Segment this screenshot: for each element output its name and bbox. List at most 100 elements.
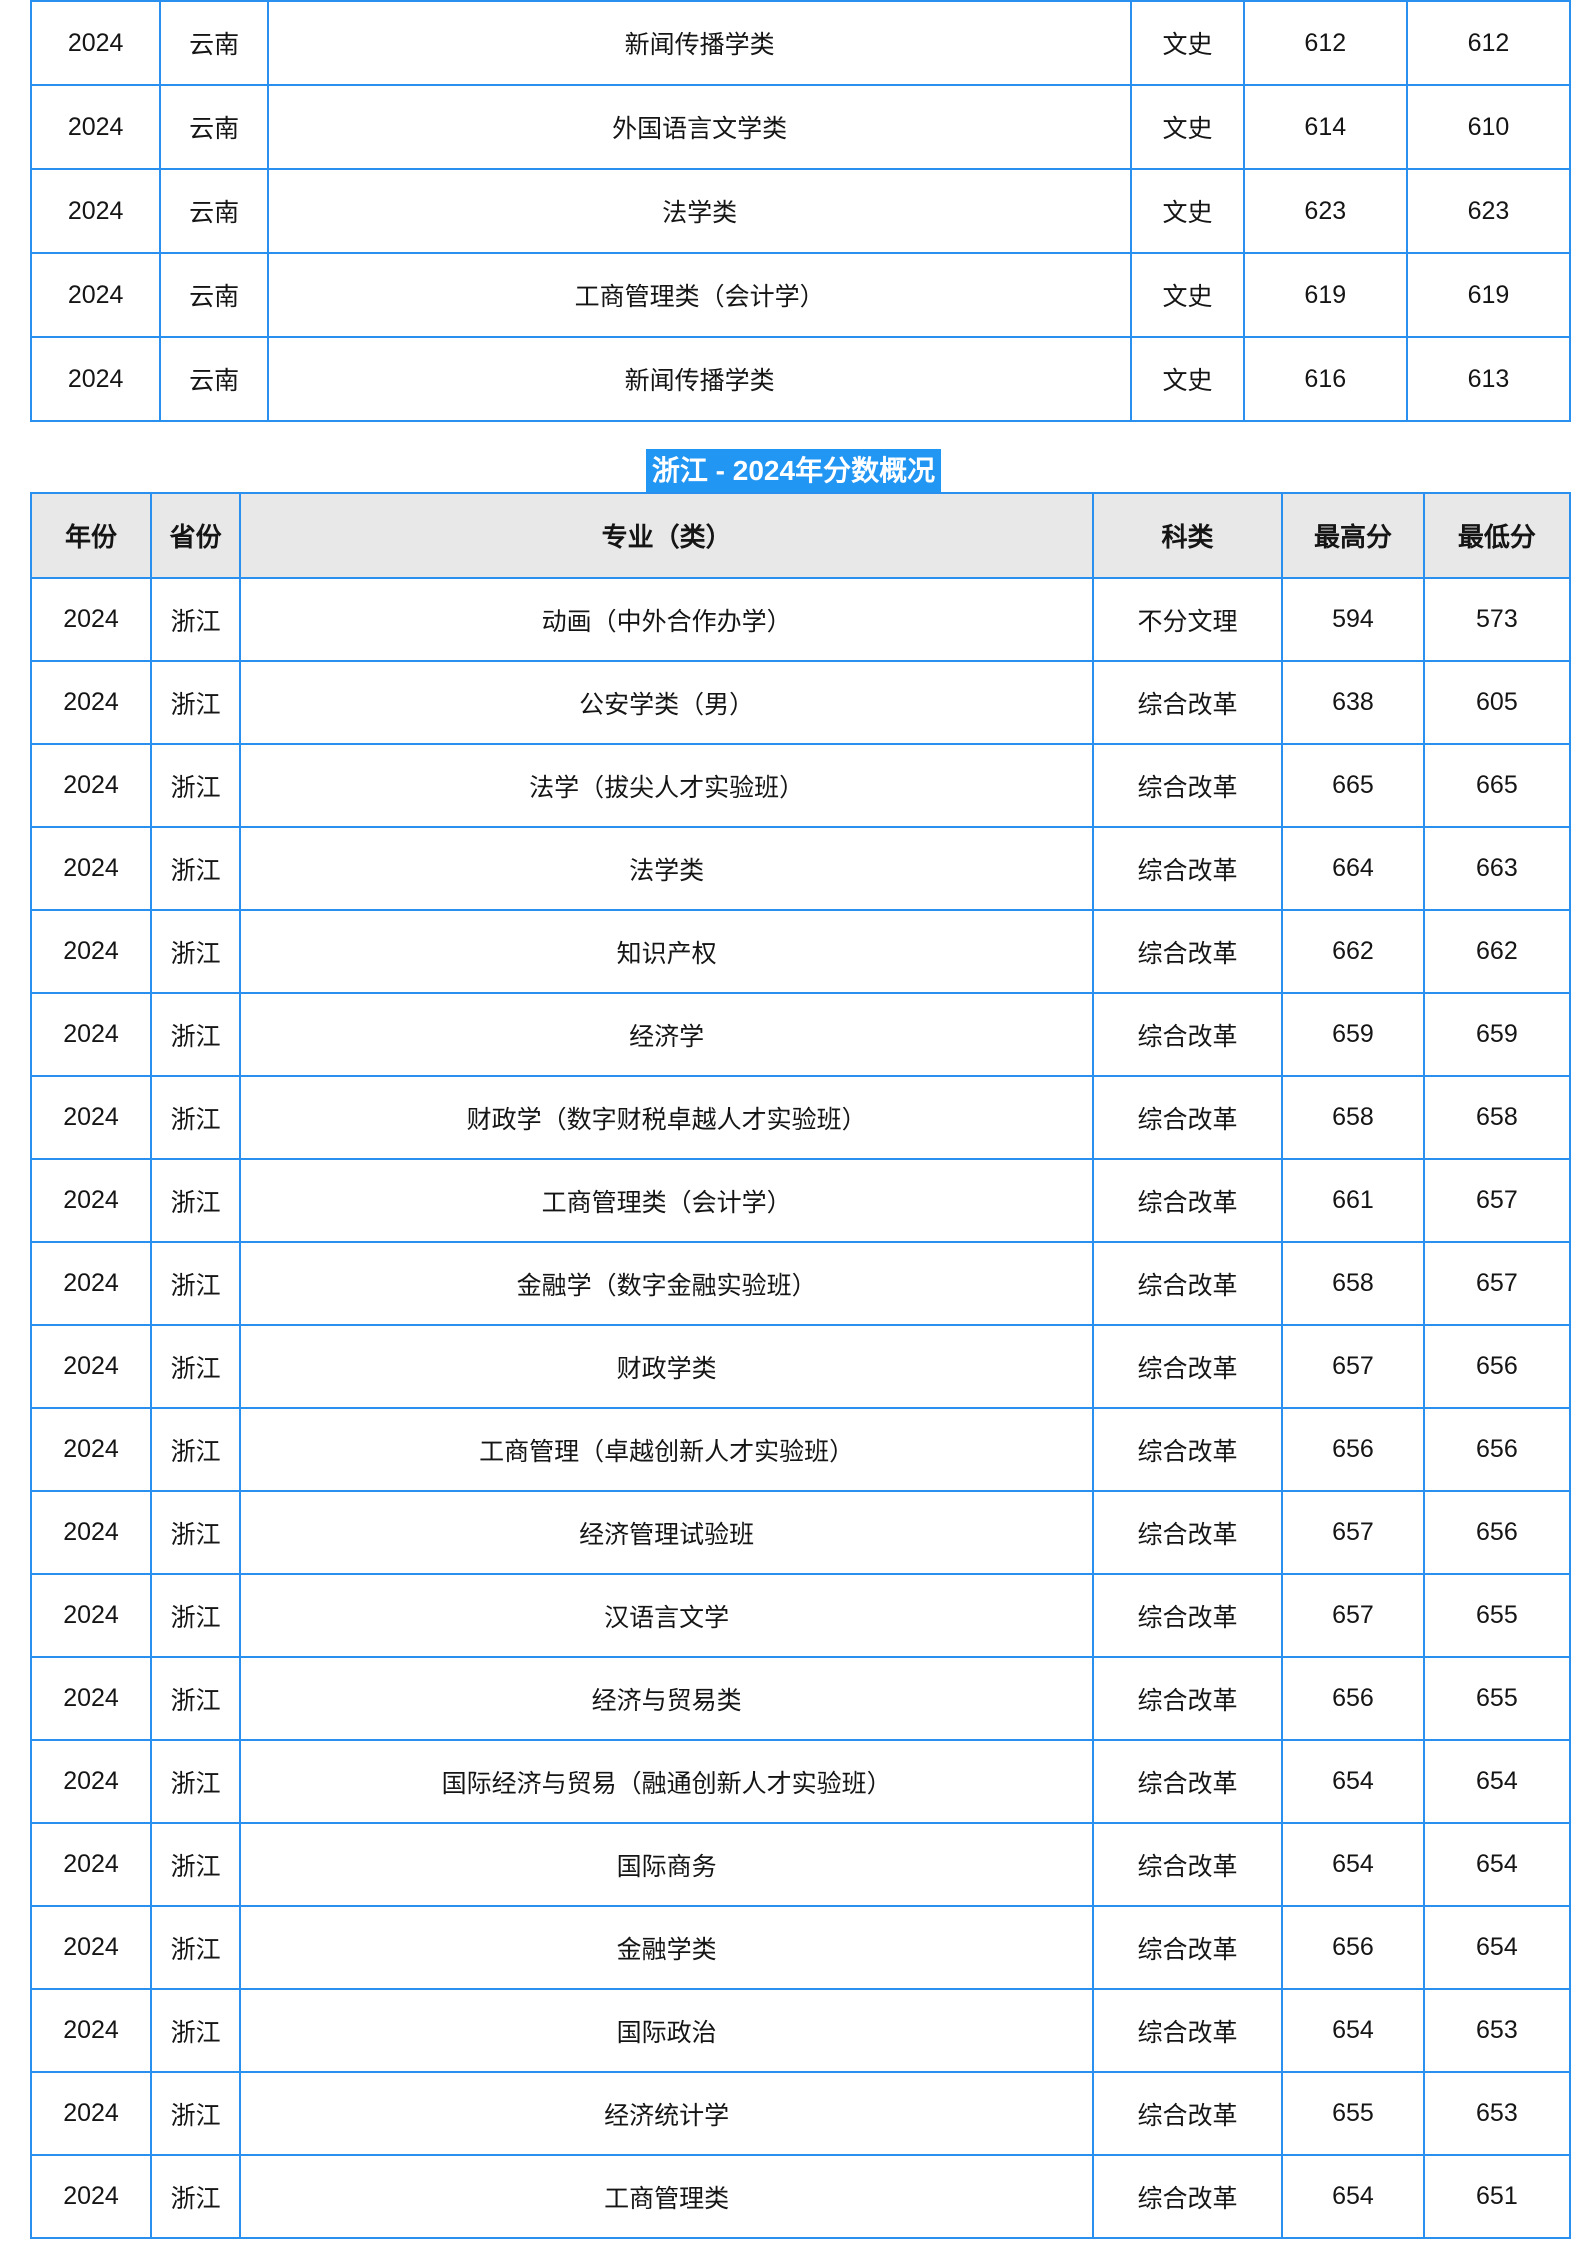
cell-min-score: 651	[1422, 2154, 1572, 2239]
yunnan-table-body: 2024 云南 新闻传播学类 文史 612 612 2024 云南 外国语言文学…	[29, 0, 1572, 422]
cell-year: 2024	[29, 252, 162, 338]
cell-category: 综合改革	[1091, 909, 1284, 994]
table-row: 2024 浙江 汉语言文学 综合改革 657 655	[29, 1573, 1572, 1658]
cell-category: 综合改革	[1091, 2071, 1284, 2156]
cell-province: 浙江	[150, 743, 242, 828]
col-header-category: 科类	[1091, 492, 1284, 579]
cell-min-score: 656	[1422, 1490, 1572, 1575]
cell-min-score: 657	[1422, 1241, 1572, 1326]
zhejiang-score-table: 年份 省份 专业（类） 科类 最高分 最低分 2024 浙江 动画（中外合作办学…	[29, 492, 1572, 2239]
cell-major: 新闻传播学类	[266, 336, 1133, 422]
header-row: 年份 省份 专业（类） 科类 最高分 最低分	[29, 492, 1572, 579]
cell-province: 浙江	[150, 1407, 242, 1492]
cell-category: 综合改革	[1091, 1822, 1284, 1907]
table-row: 2024 浙江 工商管理类（会计学） 综合改革 661 657	[29, 1158, 1572, 1243]
cell-max-score: 614	[1242, 84, 1408, 170]
cell-max-score: 656	[1281, 1407, 1425, 1492]
cell-max-score: 654	[1281, 1988, 1425, 2073]
col-header-year: 年份	[29, 492, 153, 579]
cell-major: 公安学类（男）	[239, 660, 1094, 745]
cell-category: 综合改革	[1091, 1905, 1284, 1990]
cell-year: 2024	[29, 1324, 153, 1409]
cell-major: 工商管理（卓越创新人才实验班）	[239, 1407, 1094, 1492]
cell-min-score: 573	[1422, 577, 1572, 662]
yunnan-score-table: 2024 云南 新闻传播学类 文史 612 612 2024 云南 外国语言文学…	[29, 0, 1572, 422]
cell-max-score: 664	[1281, 826, 1425, 911]
table-row: 2024 浙江 经济学 综合改革 659 659	[29, 992, 1572, 1077]
cell-major: 金融学类	[239, 1905, 1094, 1990]
table-row: 2024 浙江 国际商务 综合改革 654 654	[29, 1822, 1572, 1907]
cell-province: 浙江	[150, 1490, 242, 1575]
table-row: 2024 浙江 工商管理类 综合改革 654 651	[29, 2154, 1572, 2239]
cell-major: 工商管理类（会计学）	[239, 1158, 1094, 1243]
cell-year: 2024	[29, 1988, 153, 2073]
table-row: 2024 浙江 法学类 综合改革 664 663	[29, 826, 1572, 911]
cell-max-score: 594	[1281, 577, 1425, 662]
cell-max-score: 654	[1281, 2154, 1425, 2239]
table-row: 2024 浙江 知识产权 综合改革 662 662	[29, 909, 1572, 994]
table-row: 2024 浙江 财政学（数字财税卓越人才实验班） 综合改革 658 658	[29, 1075, 1572, 1160]
table-row: 2024 浙江 工商管理（卓越创新人才实验班） 综合改革 656 656	[29, 1407, 1572, 1492]
table-row: 2024 浙江 法学（拔尖人才实验班） 综合改革 665 665	[29, 743, 1572, 828]
cell-max-score: 654	[1281, 1739, 1425, 1824]
cell-max-score: 655	[1281, 2071, 1425, 2156]
cell-province: 浙江	[150, 1573, 242, 1658]
cell-max-score: 612	[1242, 0, 1408, 86]
col-header-major: 专业（类）	[239, 492, 1094, 579]
cell-province: 浙江	[150, 1988, 242, 2073]
table-row: 2024 浙江 经济管理试验班 综合改革 657 656	[29, 1490, 1572, 1575]
cell-min-score: 665	[1422, 743, 1572, 828]
cell-province: 浙江	[150, 1656, 242, 1741]
cell-year: 2024	[29, 1075, 153, 1160]
cell-category: 综合改革	[1091, 826, 1284, 911]
cell-min-score: 656	[1422, 1324, 1572, 1409]
cell-max-score: 659	[1281, 992, 1425, 1077]
cell-category: 综合改革	[1091, 1407, 1284, 1492]
cell-year: 2024	[29, 577, 153, 662]
cell-major: 新闻传播学类	[266, 0, 1133, 86]
zhejiang-table-header: 年份 省份 专业（类） 科类 最高分 最低分	[29, 492, 1572, 579]
cell-category: 综合改革	[1091, 1739, 1284, 1824]
table-row: 2024 浙江 金融学（数字金融实验班） 综合改革 658 657	[29, 1241, 1572, 1326]
cell-year: 2024	[29, 826, 153, 911]
cell-major: 经济学	[239, 992, 1094, 1077]
cell-min-score: 654	[1422, 1739, 1572, 1824]
table-row: 2024 云南 新闻传播学类 文史 612 612	[29, 0, 1572, 86]
cell-min-score: 663	[1422, 826, 1572, 911]
cell-major: 经济与贸易类	[239, 1656, 1094, 1741]
cell-province: 浙江	[150, 660, 242, 745]
cell-min-score: 653	[1422, 2071, 1572, 2156]
cell-year: 2024	[29, 1573, 153, 1658]
cell-major: 财政学类	[239, 1324, 1094, 1409]
cell-category: 综合改革	[1091, 1241, 1284, 1326]
cell-min-score: 656	[1422, 1407, 1572, 1492]
cell-category: 文史	[1130, 252, 1245, 338]
table-row: 2024 浙江 金融学类 综合改革 656 654	[29, 1905, 1572, 1990]
cell-major: 国际经济与贸易（融通创新人才实验班）	[239, 1739, 1094, 1824]
cell-province: 浙江	[150, 577, 242, 662]
cell-year: 2024	[29, 0, 162, 86]
cell-year: 2024	[29, 1241, 153, 1326]
cell-province: 云南	[159, 252, 269, 338]
cell-category: 综合改革	[1091, 660, 1284, 745]
table-row: 2024 云南 外国语言文学类 文史 614 610	[29, 84, 1572, 170]
cell-province: 浙江	[150, 1158, 242, 1243]
cell-province: 云南	[159, 336, 269, 422]
cell-province: 云南	[159, 0, 269, 86]
col-header-province: 省份	[150, 492, 242, 579]
cell-province: 浙江	[150, 2071, 242, 2156]
cell-major: 国际政治	[239, 1988, 1094, 2073]
cell-category: 不分文理	[1091, 577, 1284, 662]
table-row: 2024 浙江 经济与贸易类 综合改革 656 655	[29, 1656, 1572, 1741]
cell-max-score: 657	[1281, 1573, 1425, 1658]
cell-year: 2024	[29, 1822, 153, 1907]
cell-max-score: 656	[1281, 1905, 1425, 1990]
cell-year: 2024	[29, 1905, 153, 1990]
cell-province: 浙江	[150, 992, 242, 1077]
cell-major: 法学（拔尖人才实验班）	[239, 743, 1094, 828]
col-header-min-score: 最低分	[1422, 492, 1572, 579]
cell-min-score: 657	[1422, 1158, 1572, 1243]
cell-year: 2024	[29, 1656, 153, 1741]
cell-year: 2024	[29, 743, 153, 828]
cell-category: 综合改革	[1091, 1075, 1284, 1160]
